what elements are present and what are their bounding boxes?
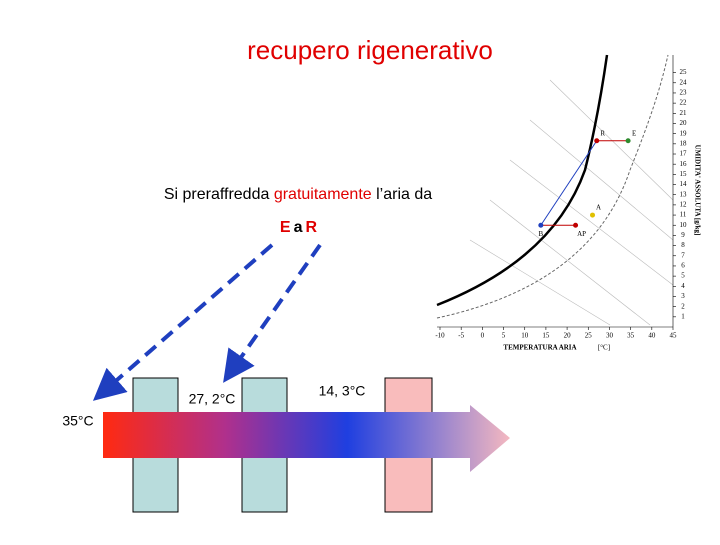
- x-tick-label: -5: [458, 332, 464, 340]
- point-label: R: [600, 129, 605, 137]
- state-point: [573, 222, 579, 228]
- subtitle: Si preraffredda gratuitamente l’aria da: [164, 186, 432, 203]
- arrow: [92, 243, 274, 401]
- state-point: [625, 138, 631, 144]
- route-from: E: [280, 219, 294, 236]
- y-tick-label: 7: [681, 251, 685, 259]
- y-tick-label: 12: [680, 200, 688, 208]
- point-label: AP: [577, 230, 586, 238]
- saturation-curve: [436, 54, 609, 307]
- title: recupero rigenerativo: [247, 35, 493, 65]
- state-point: [594, 138, 600, 144]
- y-tick-label: 18: [680, 139, 688, 147]
- subtitle-part: l’aria da: [372, 186, 433, 203]
- point-label: E: [632, 129, 636, 137]
- y-tick-label: 10: [680, 221, 688, 229]
- temp-label: 14, 3°C: [319, 383, 366, 399]
- y-tick-label: 17: [680, 150, 688, 158]
- temp-label: 27, 2°C: [189, 391, 236, 407]
- arrow: [223, 243, 322, 383]
- y-tick-label: 23: [680, 89, 688, 97]
- y-tick-label: 4: [681, 282, 685, 290]
- x-tick-label: 40: [648, 332, 656, 340]
- air-flow: [103, 405, 510, 472]
- route: EaR: [280, 219, 320, 236]
- y-tick-label: 6: [681, 262, 685, 270]
- y-tick-label: 24: [680, 78, 688, 86]
- y-tick-label: 19: [680, 129, 688, 137]
- x-tick-label: 45: [670, 332, 678, 340]
- x-tick-label: 25: [585, 332, 593, 340]
- y-tick-label: 9: [681, 231, 685, 239]
- x-tick-label: 10: [521, 332, 529, 340]
- psychrometric-chart: -10 -5 0 5 10 15 20 25 30 35 40 4512345678910111213…: [435, 54, 701, 352]
- point-label: A: [596, 204, 601, 212]
- subtitle-highlight: gratuitamente: [274, 186, 372, 203]
- x-tick-label: 30: [606, 332, 614, 340]
- y-tick-label: 16: [680, 160, 688, 168]
- y-tick-label: 3: [681, 292, 685, 300]
- x-tick-label: 35: [627, 332, 635, 340]
- y-tick-label: 1: [681, 312, 685, 320]
- y-tick-label: 15: [680, 170, 688, 178]
- x-tick-label: -10: [435, 332, 445, 340]
- state-point: [538, 222, 544, 228]
- x-tick-label: 20: [564, 332, 572, 340]
- humidity-curve: [436, 54, 669, 319]
- route-mid: a: [294, 219, 306, 236]
- x-tick-label: 0: [481, 332, 485, 340]
- y-tick-label: 14: [680, 180, 688, 188]
- y-tick-label: 22: [680, 99, 688, 107]
- state-point: [590, 212, 596, 218]
- point-label: B: [538, 230, 543, 238]
- y-tick-label: 21: [680, 109, 688, 117]
- y-tick-label: 8: [681, 241, 685, 249]
- y-tick-label: 5: [681, 272, 685, 280]
- subtitle-part: Si preraffredda: [164, 186, 274, 203]
- y-tick-label: 13: [680, 190, 688, 198]
- y-tick-label: 11: [680, 211, 687, 219]
- process-line: [540, 140, 598, 226]
- temp-label: 35°C: [62, 413, 93, 429]
- x-tick-label: 5: [502, 332, 506, 340]
- y-tick-label: 20: [680, 119, 688, 127]
- x-axis-unit: [°C]: [598, 344, 610, 352]
- route-to: R: [306, 219, 321, 236]
- x-axis-label: TEMPERATURA ARIA: [503, 344, 576, 352]
- y-axis-label: UMIDITA' ASSOLUTA [g/kg]: [693, 145, 701, 236]
- y-tick-label: 25: [680, 68, 688, 76]
- x-tick-label: 15: [542, 332, 550, 340]
- y-tick-label: 2: [681, 302, 685, 310]
- enthalpy-lines: [469, 79, 674, 326]
